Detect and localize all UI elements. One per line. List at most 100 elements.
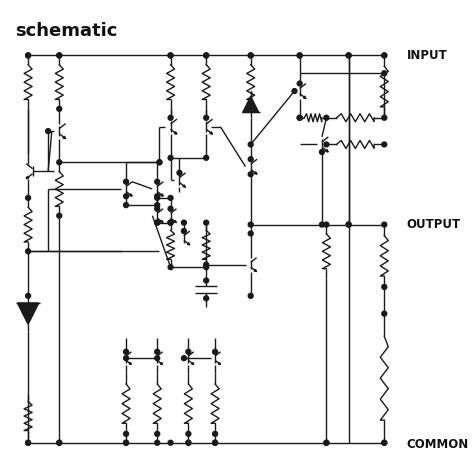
- Circle shape: [324, 440, 329, 445]
- Circle shape: [182, 356, 186, 361]
- Circle shape: [213, 440, 218, 445]
- Circle shape: [57, 440, 62, 445]
- Polygon shape: [303, 96, 306, 99]
- Circle shape: [57, 53, 62, 58]
- Circle shape: [124, 356, 128, 361]
- Polygon shape: [254, 269, 256, 272]
- Circle shape: [248, 157, 253, 162]
- Circle shape: [155, 203, 160, 207]
- Circle shape: [382, 311, 387, 316]
- Circle shape: [319, 222, 324, 227]
- Circle shape: [204, 296, 209, 301]
- Circle shape: [26, 53, 30, 58]
- Circle shape: [213, 440, 218, 445]
- Circle shape: [168, 220, 173, 225]
- Circle shape: [186, 440, 191, 445]
- Circle shape: [346, 222, 351, 227]
- Polygon shape: [255, 172, 257, 174]
- Circle shape: [157, 160, 162, 165]
- Circle shape: [155, 220, 160, 225]
- Circle shape: [124, 203, 128, 207]
- Circle shape: [248, 222, 253, 227]
- Circle shape: [382, 142, 387, 147]
- Circle shape: [248, 231, 253, 236]
- Polygon shape: [161, 220, 163, 223]
- Circle shape: [168, 195, 173, 200]
- Circle shape: [248, 53, 253, 58]
- Circle shape: [168, 220, 173, 225]
- Circle shape: [248, 172, 253, 177]
- Polygon shape: [326, 149, 328, 152]
- Polygon shape: [183, 185, 186, 187]
- Circle shape: [124, 349, 128, 354]
- Circle shape: [155, 206, 160, 211]
- Circle shape: [346, 53, 351, 58]
- Circle shape: [155, 432, 160, 436]
- Polygon shape: [174, 220, 176, 223]
- Circle shape: [157, 160, 162, 165]
- Circle shape: [155, 179, 160, 184]
- Circle shape: [26, 440, 30, 445]
- Circle shape: [155, 220, 160, 225]
- Circle shape: [26, 293, 30, 298]
- Circle shape: [26, 440, 30, 445]
- Circle shape: [57, 53, 62, 58]
- Circle shape: [57, 160, 62, 165]
- Polygon shape: [191, 362, 194, 365]
- Circle shape: [124, 179, 128, 184]
- Circle shape: [382, 440, 387, 445]
- Circle shape: [382, 71, 387, 76]
- Polygon shape: [26, 176, 29, 179]
- Circle shape: [204, 220, 209, 225]
- Circle shape: [168, 156, 173, 160]
- Circle shape: [26, 195, 30, 200]
- Circle shape: [346, 222, 351, 227]
- Polygon shape: [161, 194, 164, 196]
- Circle shape: [204, 265, 209, 269]
- Circle shape: [204, 53, 209, 58]
- Polygon shape: [129, 362, 131, 365]
- Circle shape: [324, 142, 329, 147]
- Circle shape: [155, 349, 160, 354]
- Circle shape: [182, 228, 186, 234]
- Circle shape: [124, 440, 128, 445]
- Circle shape: [168, 115, 173, 120]
- Polygon shape: [63, 136, 65, 139]
- Circle shape: [57, 213, 62, 218]
- Circle shape: [186, 440, 191, 445]
- Circle shape: [168, 265, 173, 269]
- Circle shape: [297, 53, 302, 58]
- Polygon shape: [243, 96, 259, 113]
- Circle shape: [324, 222, 329, 227]
- Circle shape: [124, 432, 128, 436]
- Polygon shape: [218, 362, 220, 365]
- Circle shape: [382, 53, 387, 58]
- Polygon shape: [160, 362, 163, 365]
- Circle shape: [204, 53, 209, 58]
- Circle shape: [382, 440, 387, 445]
- Circle shape: [297, 115, 302, 120]
- Circle shape: [168, 206, 173, 211]
- Circle shape: [155, 195, 160, 200]
- Polygon shape: [18, 303, 39, 324]
- Circle shape: [297, 115, 302, 120]
- Circle shape: [248, 293, 253, 298]
- Circle shape: [382, 284, 387, 290]
- Circle shape: [26, 249, 30, 254]
- Circle shape: [213, 349, 218, 354]
- Circle shape: [204, 278, 209, 283]
- Text: schematic: schematic: [15, 22, 117, 40]
- Circle shape: [382, 53, 387, 58]
- Circle shape: [204, 115, 209, 120]
- Polygon shape: [187, 243, 190, 245]
- Circle shape: [155, 356, 160, 361]
- Text: OUTPUT: OUTPUT: [407, 218, 461, 231]
- Circle shape: [155, 440, 160, 445]
- Polygon shape: [210, 132, 212, 134]
- Polygon shape: [174, 132, 177, 134]
- Circle shape: [382, 222, 387, 227]
- Circle shape: [346, 53, 351, 58]
- Circle shape: [248, 142, 253, 147]
- Circle shape: [382, 115, 387, 120]
- Circle shape: [292, 89, 297, 93]
